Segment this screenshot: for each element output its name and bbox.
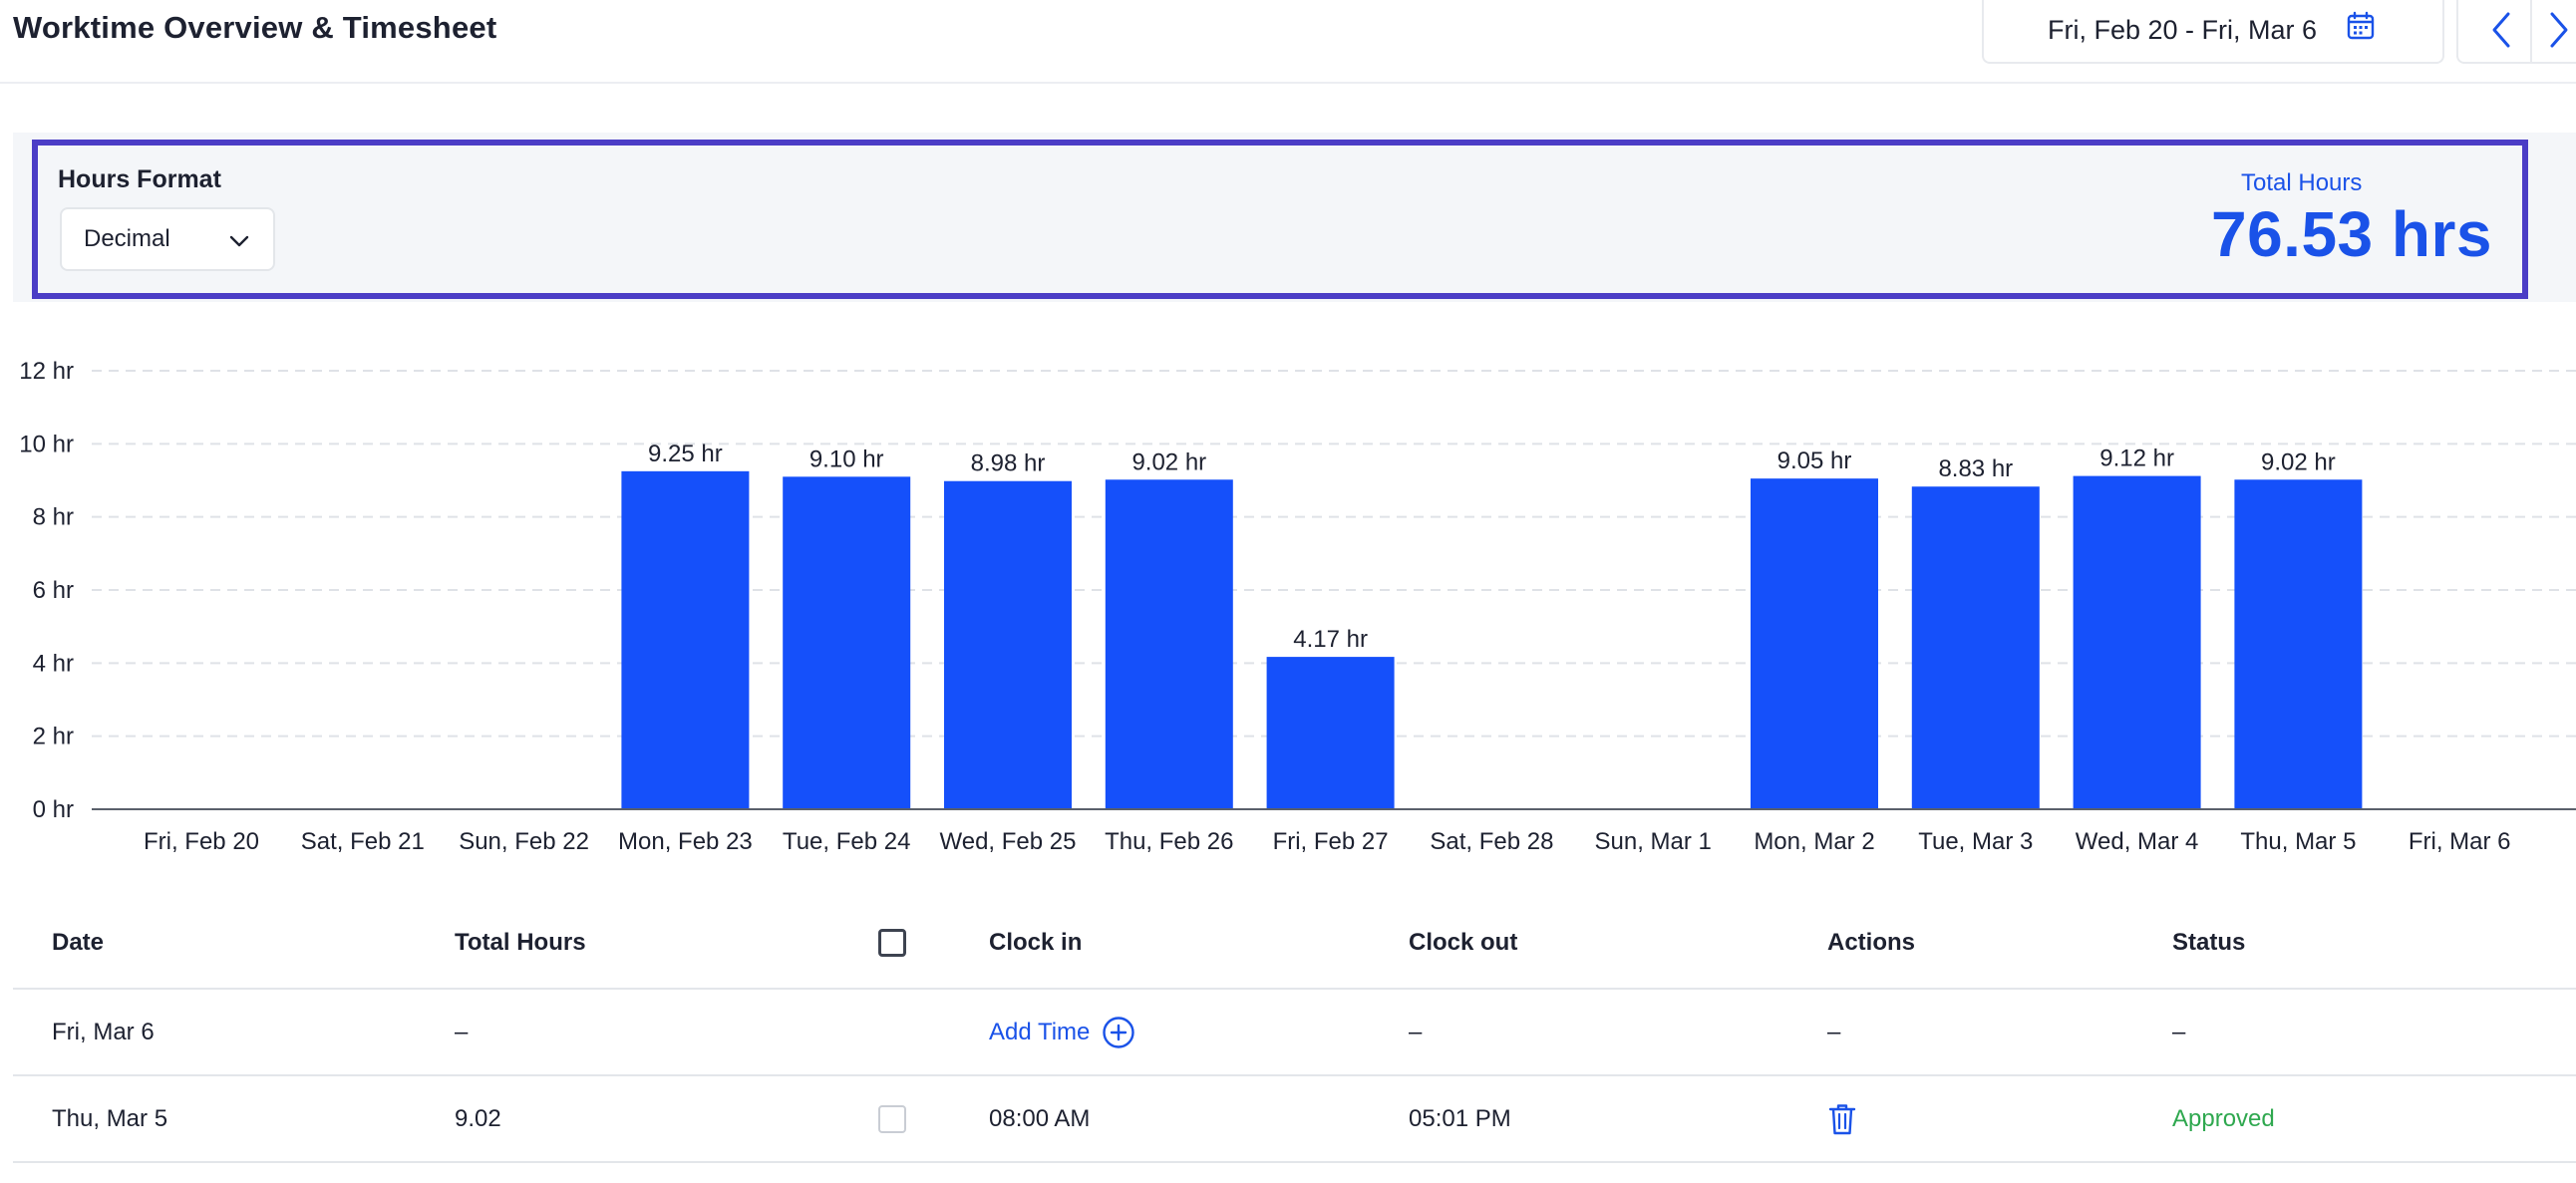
calendar-icon[interactable] — [2345, 10, 2377, 42]
row-status: – — [2172, 1018, 2186, 1045]
bar — [1911, 486, 2040, 809]
row-total-hours: 9.02 — [455, 1104, 501, 1132]
y-tick-label: 12 hr — [19, 358, 74, 385]
y-tick-label: 0 hr — [33, 796, 74, 823]
bar-data-label: 8.83 hr — [1938, 455, 2013, 482]
add-time-cell: Add Time — [989, 990, 1135, 1074]
date-range-picker[interactable]: Fri, Feb 20 - Fri, Mar 6 — [1982, 0, 2444, 64]
add-time-label: Add Time — [989, 1018, 1091, 1045]
x-tick-label: Thu, Feb 26 — [1105, 828, 1233, 855]
x-tick-label: Mon, Feb 23 — [618, 828, 753, 855]
bar — [2234, 479, 2363, 809]
hours-chart: 0 hr 2 hr 4 hr 6 hr 8 hr 10 hr 12 hr Fri, Feb 2… — [0, 339, 2576, 867]
row-clock-in: 08:00 AM — [989, 1104, 1091, 1132]
header-total-hours: Total Hours — [455, 928, 586, 956]
bar-data-label: 9.05 hr — [1777, 447, 1852, 474]
header-clock-out: Clock out — [1409, 928, 1518, 956]
row-status: Approved — [2172, 1104, 2275, 1132]
timesheet-table: Date Total Hours Clock in Clock out Acti… — [13, 897, 2576, 1163]
bar — [944, 480, 1072, 809]
header-date: Date — [52, 928, 105, 956]
row-date: Fri, Mar 6 — [52, 1018, 155, 1045]
x-tick-label: Wed, Mar 4 — [2076, 828, 2199, 855]
bar-data-label: 9.12 hr — [2099, 445, 2174, 472]
bar-data-label: 9.25 hr — [648, 441, 723, 467]
x-tick-label: Sun, Feb 22 — [459, 828, 589, 855]
hours-bar-chart: 0 hr 2 hr 4 hr 6 hr 8 hr 10 hr 12 hr Fri, Feb 2… — [19, 358, 2576, 855]
add-time-button[interactable]: Add Time — [989, 1016, 1135, 1049]
y-tick-label: 8 hr — [33, 504, 74, 531]
nav-divider — [2530, 0, 2532, 62]
row-total-hours: – — [455, 1018, 469, 1045]
x-tick-label: Tue, Mar 3 — [1918, 828, 2033, 855]
bar-data-label: 8.98 hr — [971, 450, 1046, 477]
select-all-checkbox[interactable] — [878, 928, 906, 957]
chevron-down-icon — [227, 229, 251, 253]
bar-data-label: 9.02 hr — [1131, 448, 1206, 475]
x-tick-label: Sat, Feb 28 — [1430, 828, 1553, 855]
y-tick-label: 6 hr — [33, 577, 74, 604]
header-clock-in: Clock in — [989, 928, 1083, 956]
trash-icon[interactable] — [1827, 1102, 1857, 1136]
bar-data-label: 9.02 hr — [2261, 448, 2336, 475]
next-period-button[interactable] — [2536, 8, 2576, 52]
bar-data-label: 9.10 hr — [809, 445, 884, 472]
total-hours-value: 76.53 hrs — [2210, 198, 2492, 270]
header-status: Status — [2172, 928, 2246, 956]
row-checkbox-cell — [878, 1076, 906, 1161]
hours-format-select[interactable]: Decimal — [60, 207, 275, 271]
bar — [1751, 478, 1878, 809]
row-date: Thu, Mar 5 — [52, 1104, 168, 1132]
table-row: Fri, Mar 6 – Add Time – – – — [13, 990, 2576, 1076]
row-checkbox[interactable] — [878, 1104, 906, 1133]
page-title: Worktime Overview & Timesheet — [13, 10, 497, 45]
y-tick-label: 10 hr — [19, 431, 74, 457]
bar — [1105, 479, 1233, 809]
row-clock-out: – — [1409, 1018, 1423, 1045]
header-actions: Actions — [1827, 928, 1916, 956]
hours-format-value: Decimal — [84, 225, 170, 252]
prev-period-button[interactable] — [2480, 8, 2524, 52]
row-clock-out: 05:01 PM — [1409, 1104, 1511, 1132]
select-all-checkbox-cell — [878, 897, 906, 988]
table-header: Date Total Hours Clock in Clock out Acti… — [13, 897, 2576, 990]
date-nav-group — [2456, 0, 2576, 64]
bar — [2073, 475, 2201, 809]
chevron-right-icon — [2550, 12, 2568, 48]
x-tick-label: Wed, Feb 25 — [940, 828, 1077, 855]
x-tick-label: Sun, Mar 1 — [1595, 828, 1712, 855]
plus-circle-icon — [1103, 1016, 1135, 1048]
y-tick-label: 2 hr — [33, 724, 74, 750]
bar — [783, 476, 911, 809]
x-tick-label: Fri, Mar 6 — [2409, 828, 2511, 855]
y-tick-label: 4 hr — [33, 650, 74, 677]
chevron-left-icon — [2492, 12, 2510, 48]
x-tick-label: Thu, Mar 5 — [2240, 828, 2356, 855]
bar-data-label: 4.17 hr — [1293, 626, 1368, 653]
x-tick-label: Mon, Mar 2 — [1754, 828, 1874, 855]
row-actions-cell — [1827, 1076, 1857, 1161]
total-hours-label: Total Hours — [2241, 169, 2363, 196]
x-tick-label: Sat, Feb 21 — [301, 828, 425, 855]
bar — [1266, 657, 1395, 809]
x-tick-label: Fri, Feb 20 — [144, 828, 259, 855]
table-row: Thu, Mar 5 9.02 08:00 AM 05:01 PM Approv… — [13, 1076, 2576, 1163]
top-bar: Worktime Overview & Timesheet Fri, Feb 2… — [0, 0, 2576, 84]
row-actions: – — [1827, 1018, 1841, 1045]
bar — [621, 470, 750, 809]
hours-format-label: Hours Format — [58, 165, 221, 193]
x-tick-label: Fri, Feb 27 — [1273, 828, 1389, 855]
x-tick-label: Tue, Feb 24 — [783, 828, 911, 855]
date-range-text: Fri, Feb 20 - Fri, Mar 6 — [2048, 14, 2318, 45]
summary-panel: Hours Format Decimal Total Hours 76.53 h… — [32, 140, 2528, 299]
